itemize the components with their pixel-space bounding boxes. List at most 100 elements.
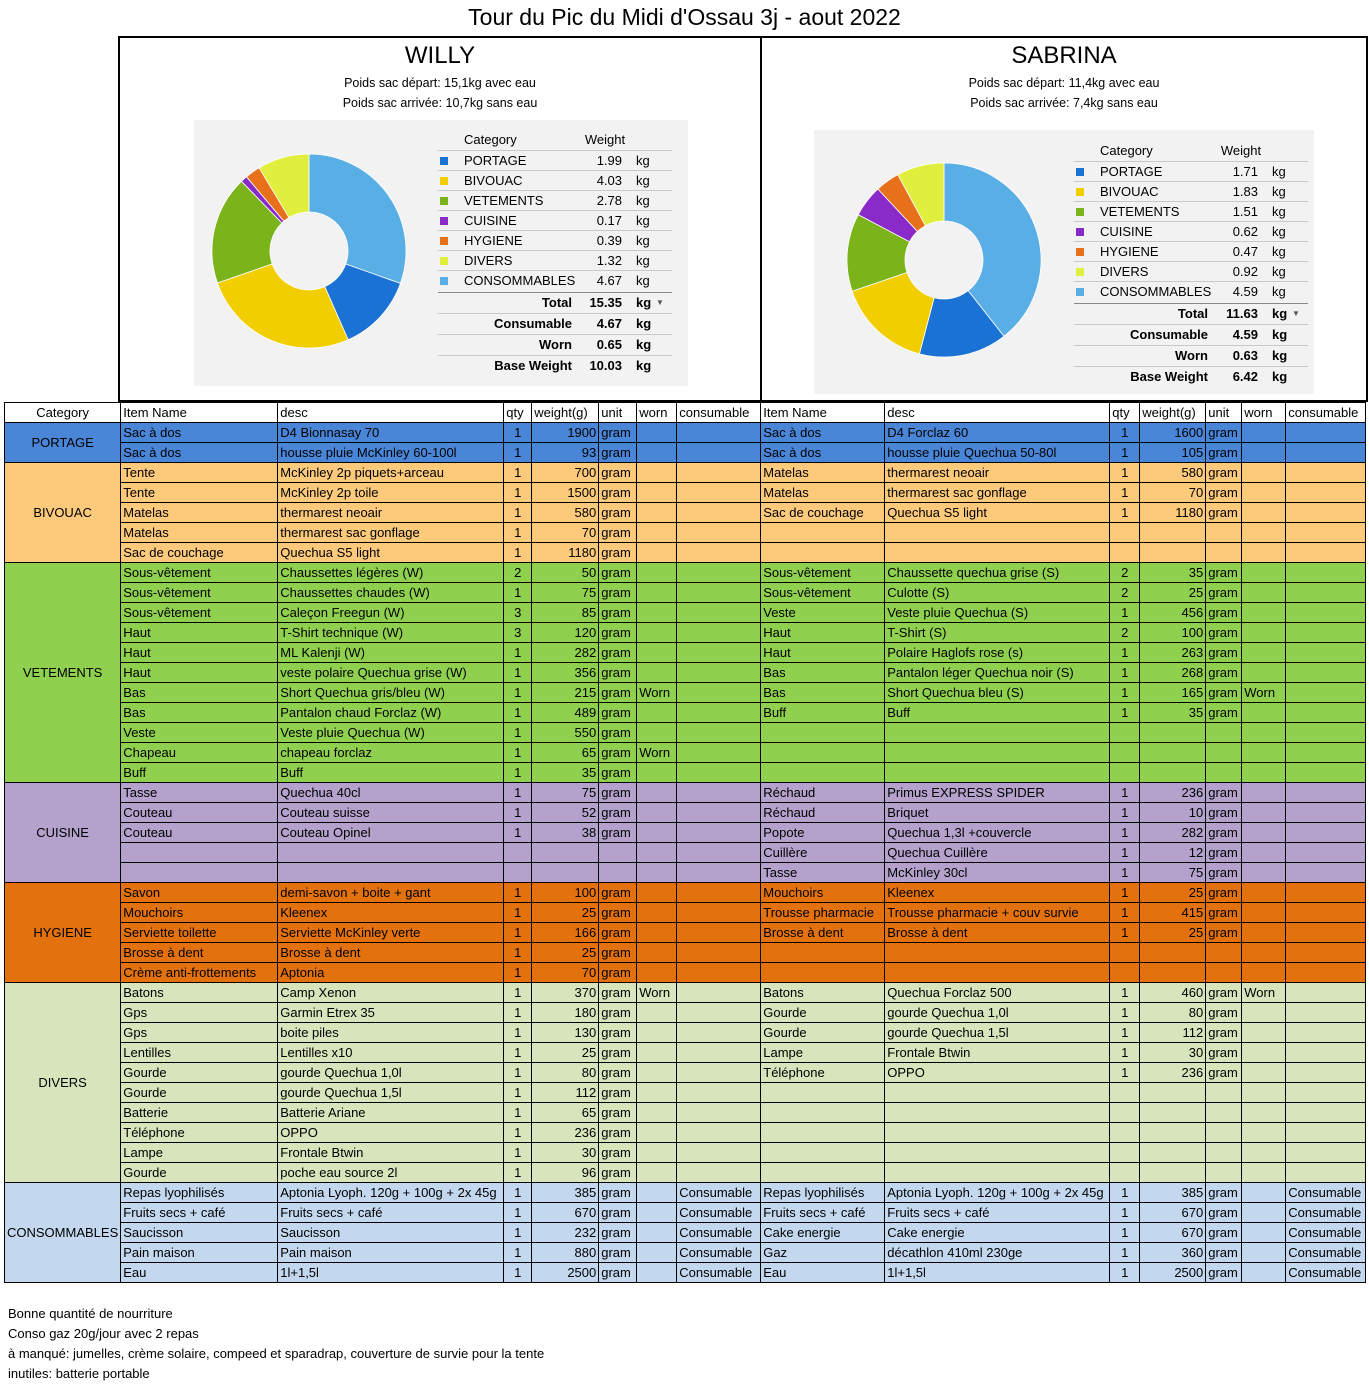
worn-cell (636, 1242, 678, 1263)
worn-cell (1241, 762, 1287, 783)
summary-category: CONSOMMABLES (464, 273, 576, 288)
qty-cell (503, 842, 533, 863)
worn-cell (1241, 602, 1287, 623)
qty-cell (1109, 542, 1141, 563)
worn-cell (636, 1082, 678, 1103)
table-row: Pain maison Pain maison 1 880 gram Consumable… (4, 1242, 1367, 1263)
notes: Bonne quantité de nourriture Conso gaz 20… (8, 1304, 544, 1384)
unit-cell: gram (1205, 662, 1243, 683)
weight-cell: 65 (531, 742, 600, 763)
consumable-cell (1285, 762, 1367, 783)
desc-cell: Short Quechua bleu (S) (884, 682, 1111, 703)
dropdown-caret-icon[interactable]: ▼ (656, 298, 664, 307)
consumable-cell (1285, 902, 1367, 923)
person-name: WILLY (404, 42, 476, 69)
consumable-cell (1285, 822, 1367, 843)
worn-cell (636, 482, 678, 503)
consumable-cell (1285, 482, 1367, 503)
desc-cell: D4 Forclaz 60 (884, 422, 1111, 443)
desc-cell: Fruits secs + café (884, 1202, 1111, 1223)
consumable-cell (1285, 1162, 1367, 1183)
item-name-cell (760, 742, 886, 763)
item-name-cell: Serviette toilette (120, 922, 279, 943)
qty-cell: 1 (503, 1082, 533, 1103)
unit-cell: gram (598, 442, 638, 463)
weight-cell: 166 (531, 922, 600, 943)
worn-cell (1241, 582, 1287, 603)
worn-cell (1241, 522, 1287, 543)
consumable-cell: Consumable (1285, 1222, 1367, 1243)
table-row: HYGIENE Savon demi-savon + boite + gant 1 10… (3, 882, 1367, 983)
consumable-cell (676, 522, 762, 543)
unit-cell (1205, 1102, 1243, 1123)
unit-cell: gram (1205, 922, 1243, 943)
worn-cell (636, 542, 678, 563)
consumable-cell (1285, 622, 1367, 643)
desc-cell: OPPO (277, 1122, 505, 1143)
weight-cell (1139, 1102, 1207, 1123)
table-row: Crème anti-frottements Aptonia 1 70 gram (4, 962, 1367, 983)
desc-cell: Aptonia Lyoph. 120g + 100g + 2x 45g (277, 1182, 505, 1203)
donut-chart (211, 153, 407, 349)
dropdown-caret-icon[interactable]: ▼ (1292, 309, 1300, 318)
desc-cell: Pain maison (277, 1242, 505, 1263)
desc-cell: Camp Xenon (277, 982, 505, 1003)
qty-cell: 1 (1109, 1202, 1141, 1223)
consumable-cell: Consumable (676, 1262, 762, 1283)
weight-cell: 50 (531, 562, 600, 583)
desc-cell (884, 522, 1111, 543)
worn-cell: Worn (1241, 982, 1287, 1003)
consumable-cell (1285, 582, 1367, 603)
item-name-cell: Sous-vêtement (760, 562, 886, 583)
consumable-cell (676, 1002, 762, 1023)
desc-cell: housse pluie Quechua 50-80l (884, 442, 1111, 463)
weight-cell (1139, 962, 1207, 983)
worn-cell (636, 882, 678, 903)
item-name-cell: Savon (120, 882, 279, 903)
qty-cell: 1 (503, 1142, 533, 1163)
desc-cell: gourde Quechua 1,0l (277, 1062, 505, 1083)
header-weight: Weight (584, 132, 626, 147)
item-name-cell: Téléphone (120, 1122, 279, 1143)
desc-cell: Trousse pharmacie + couv survie (884, 902, 1111, 923)
unit-cell: gram (598, 1062, 638, 1083)
qty-cell: 1 (503, 1122, 533, 1143)
consumable-cell (1285, 1002, 1367, 1023)
qty-cell: 1 (503, 982, 533, 1003)
table-row: Matelas thermarest neoair 1 580 gram Sac de c… (4, 502, 1367, 523)
summary-unit: kg (636, 253, 650, 268)
consumable-cell (1285, 562, 1367, 583)
weight-cell: 52 (531, 802, 600, 823)
table-row: BIVOUAC Tente McKinley 2p piquets+arceau 1 7… (3, 462, 1367, 563)
consumable-cell (1285, 1122, 1367, 1143)
consumable-cell (676, 742, 762, 763)
weight-cell: 25 (531, 1042, 600, 1063)
weight-cell: 120 (531, 622, 600, 643)
summary-weight: 2.78 (596, 193, 622, 208)
qty-cell: 1 (503, 922, 533, 943)
worn-cell (1241, 1222, 1287, 1243)
qty-cell (1109, 722, 1141, 743)
item-name-cell: Gourde (120, 1082, 279, 1103)
worn-cell (1241, 1202, 1287, 1223)
desc-cell: Quechua S5 light (884, 502, 1111, 523)
table-row: Matelas thermarest sac gonflage 1 70 gram (4, 522, 1367, 543)
willy-panel: WILLY Poids sac départ: 15,1kg avec eau … (118, 36, 762, 402)
qty-cell: 1 (503, 702, 533, 723)
summary-weight: 0.92 (1232, 264, 1258, 279)
qty-cell: 2 (1109, 562, 1141, 583)
qty-cell: 1 (1109, 842, 1141, 863)
desc-cell: Lentilles x10 (277, 1042, 505, 1063)
item-name-cell: Bas (120, 682, 279, 703)
summary-unit: kg (636, 213, 650, 228)
desc-cell: Quechua 40cl (277, 782, 505, 803)
weight-cell (1139, 722, 1207, 743)
desc-cell: Kleenex (277, 902, 505, 923)
desc-cell: Briquet (884, 802, 1111, 823)
unit-cell (1205, 522, 1243, 543)
summary-row: CUISINE 0.62 kg (1074, 221, 1308, 242)
consumable-cell (1285, 742, 1367, 763)
item-name-cell: Batons (120, 982, 279, 1003)
table-header-row: Category Item Name desc qty weight(g) unit wor… (3, 402, 1367, 423)
desc-cell: poche eau source 2l (277, 1162, 505, 1183)
